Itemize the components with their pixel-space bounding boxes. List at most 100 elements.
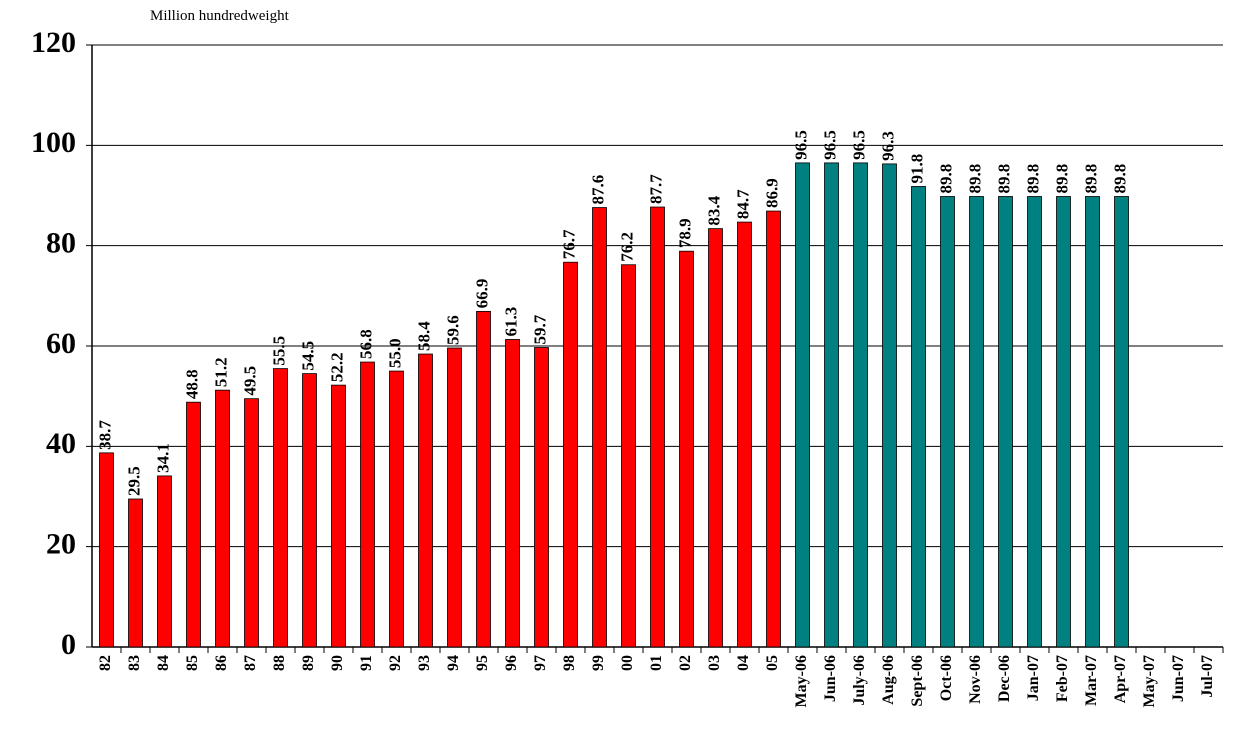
bar: [592, 207, 607, 648]
x-tick-label: July-06: [851, 655, 868, 706]
bar: [273, 368, 288, 648]
bar: [418, 353, 433, 648]
value-label: 83.4: [704, 195, 723, 225]
value-label: 89.8: [1052, 164, 1071, 194]
x-tick-label: May-06: [793, 655, 810, 707]
bar: [650, 206, 665, 648]
value-label: 89.8: [1110, 164, 1129, 194]
x-tick-label: Dec-06: [996, 655, 1013, 702]
bar: [621, 264, 636, 648]
value-label: 78.9: [675, 218, 694, 248]
x-tick-label: Sept-06: [909, 655, 926, 707]
x-tick-label: 82: [97, 655, 114, 671]
x-tick-label: Oct-06: [938, 655, 955, 701]
x-tick-label: 89: [300, 655, 317, 671]
bar: [1114, 196, 1129, 648]
y-tick-label: 40: [46, 427, 76, 460]
x-tick-label: Jul-07: [1199, 655, 1216, 698]
bar: [505, 339, 520, 648]
value-label: 91.8: [907, 154, 926, 184]
value-label: 29.5: [124, 466, 143, 496]
x-tick-label: 97: [532, 655, 549, 671]
bar: [360, 361, 375, 648]
value-label: 96.5: [849, 130, 868, 160]
bar: [766, 210, 781, 648]
x-tick-label: 98: [561, 655, 578, 671]
x-tick-label: 94: [445, 655, 462, 671]
value-label: 86.9: [762, 178, 781, 208]
x-tick-label: 88: [271, 655, 288, 671]
bar: [534, 347, 549, 648]
value-label: 34.1: [153, 443, 172, 473]
value-label: 52.2: [327, 352, 346, 382]
value-label: 87.6: [588, 175, 607, 205]
value-label: 89.8: [1081, 164, 1100, 194]
bar: [476, 310, 491, 648]
x-tick-label: Jan-07: [1025, 655, 1042, 701]
y-tick-label: 0: [61, 628, 76, 661]
bar: [1027, 196, 1042, 648]
value-label: 76.2: [617, 232, 636, 262]
value-label: 55.5: [269, 336, 288, 366]
bar: [447, 347, 462, 648]
x-tick-label: 00: [619, 655, 636, 671]
value-label: 89.8: [994, 164, 1013, 194]
bar: [824, 162, 839, 648]
x-tick-label: 86: [213, 655, 230, 671]
bar: [679, 250, 694, 648]
bar: [998, 196, 1013, 648]
value-label: 76.7: [559, 229, 578, 259]
value-label: 89.8: [936, 164, 955, 194]
value-label: 89.8: [965, 164, 984, 194]
bar: [940, 196, 955, 648]
value-label: 84.7: [733, 189, 752, 219]
value-label: 89.8: [1023, 164, 1042, 194]
value-label: 48.8: [182, 369, 201, 399]
bar: [302, 373, 317, 648]
bar: [563, 261, 578, 648]
bar: [969, 196, 984, 648]
bar: [708, 228, 723, 648]
x-tick-label: Nov-06: [967, 655, 984, 704]
value-label: 51.2: [211, 357, 230, 387]
bar: [1056, 196, 1071, 648]
value-label: 49.5: [240, 366, 259, 396]
value-label: 61.3: [501, 307, 520, 337]
bar: [186, 401, 201, 648]
value-label: 56.8: [356, 329, 375, 359]
y-tick-label: 20: [46, 528, 76, 561]
bar: [128, 498, 143, 648]
x-tick-label: 83: [126, 655, 143, 671]
x-tick-label: Aug-06: [880, 655, 897, 705]
value-label: 59.6: [443, 315, 462, 345]
value-label: 87.7: [646, 174, 665, 204]
x-tick-label: 95: [474, 655, 491, 671]
x-tick-label: Jun-07: [1170, 655, 1187, 702]
x-tick-label: 01: [648, 655, 665, 671]
x-tick-label: 96: [503, 655, 520, 671]
x-tick-label: 92: [387, 655, 404, 671]
bar: [389, 370, 404, 648]
value-label: 38.7: [95, 420, 114, 450]
x-tick-label: 05: [764, 655, 781, 671]
x-tick-label: Apr-07: [1112, 655, 1129, 703]
x-tick-label: Feb-07: [1054, 655, 1071, 702]
value-label: 54.5: [298, 341, 317, 371]
x-tick-label: 93: [416, 655, 433, 671]
x-tick-label: 91: [358, 655, 375, 671]
value-label: 96.5: [791, 130, 810, 160]
bar: [1085, 196, 1100, 648]
bar: [911, 186, 926, 648]
bar: [795, 162, 810, 648]
value-label: 96.3: [878, 131, 897, 161]
x-tick-label: 03: [706, 655, 723, 671]
bar: [215, 389, 230, 648]
x-tick-label: 84: [155, 655, 172, 671]
bar: [157, 475, 172, 648]
value-label: 96.5: [820, 130, 839, 160]
value-label: 58.4: [414, 321, 433, 351]
bar: [737, 221, 752, 648]
x-tick-label: Mar-07: [1083, 655, 1100, 706]
bar: [331, 384, 346, 648]
